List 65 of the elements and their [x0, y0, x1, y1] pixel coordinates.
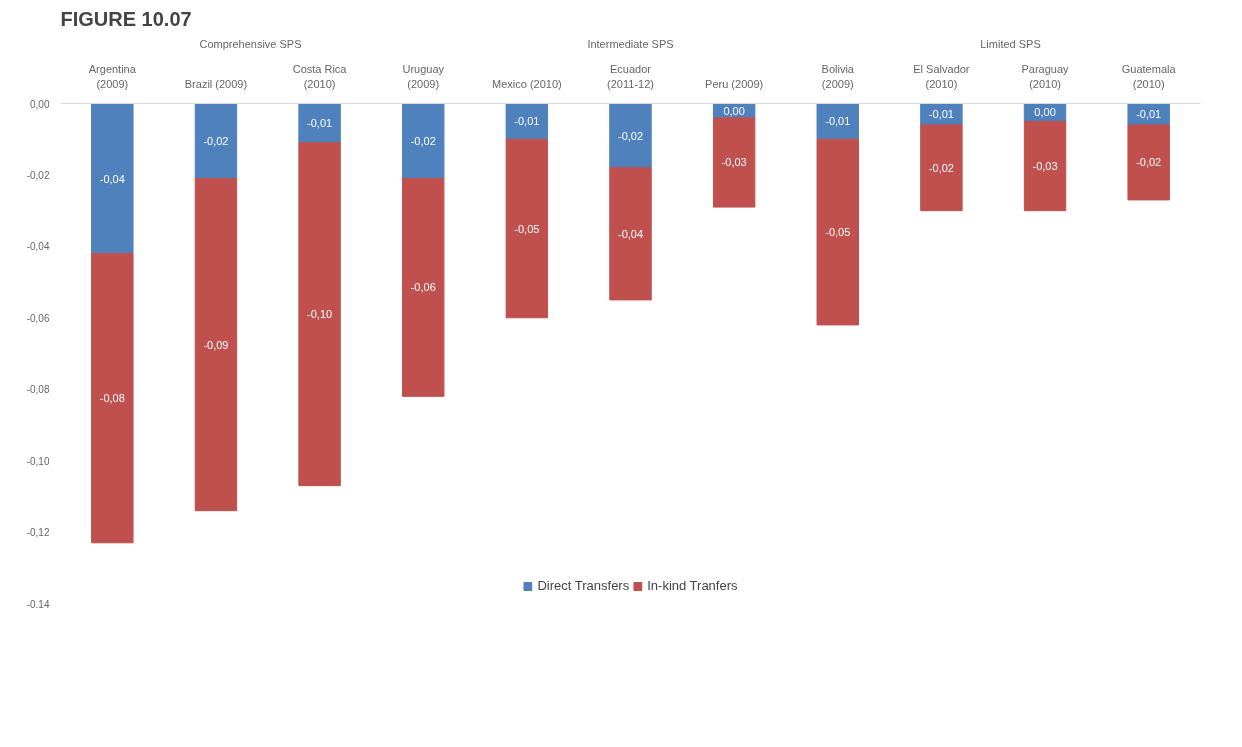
data-label: -0,01: [928, 108, 954, 121]
x-tick-label: Argentina (2009): [88, 63, 137, 90]
x-tick-label: El Salvador (2010): [913, 63, 970, 90]
bar: [816, 103, 859, 140]
data-label: -0,09: [203, 338, 229, 351]
data-label: -0,01: [825, 115, 851, 128]
y-tick-label: -0,06: [26, 312, 50, 324]
y-tick-label: 0,00: [30, 98, 50, 110]
data-label: -0,02: [617, 129, 644, 142]
text: Comprehensive SPS: [199, 37, 302, 50]
bar: [1127, 124, 1170, 201]
bar: [712, 117, 756, 208]
data-label: -0,06: [410, 281, 436, 294]
data-label: -0,04: [99, 172, 125, 185]
x-tick-label: Peru (2009): [705, 77, 764, 90]
bar: [402, 103, 445, 179]
y-tick-label: -0,14: [26, 598, 50, 610]
text: Limited SPS: [980, 37, 1041, 50]
bar: [816, 138, 859, 326]
y-tick-label: -0,10: [26, 455, 50, 467]
x-tick-label: Uruguay (2009): [402, 63, 445, 90]
bar: [609, 167, 652, 301]
data-label: -0,01: [1136, 108, 1162, 121]
bar: [609, 103, 652, 169]
legend-label: In-kind Tranfers: [647, 578, 738, 593]
data-label: -0,10: [307, 308, 333, 321]
y-tick-label: -0,04: [26, 241, 50, 253]
data-label: -0,02: [203, 135, 229, 147]
data-label: -0,01: [307, 117, 333, 130]
bar: [402, 178, 445, 397]
data-label: -0,03: [1032, 160, 1058, 172]
bar: [920, 124, 963, 212]
x-tick-label: Guatemala (2010): [1121, 63, 1177, 90]
data-label: -0,02: [1136, 156, 1162, 169]
data-label: -0,01: [514, 115, 540, 128]
data-label: -0,02: [928, 161, 954, 174]
x-tick-label: Bolivia (2009): [821, 63, 855, 90]
bar: [298, 103, 341, 144]
data-label: 0,00: [1034, 106, 1056, 119]
bar: [505, 103, 549, 140]
bar: [194, 103, 238, 179]
chart-title: FIGURE 10.07: [60, 7, 192, 30]
data-label: -0,05: [514, 222, 540, 235]
text: Intermediate SPS: [587, 37, 674, 50]
data-label: -0,05: [825, 226, 851, 239]
x-tick-label: Costa Rica (2010): [292, 63, 348, 90]
y-tick-label: -0,08: [26, 384, 50, 396]
data-label: 0,00: [723, 104, 745, 117]
x-tick-label: Brazil (2009): [184, 77, 248, 90]
y-tick-label: -0,02: [26, 169, 50, 181]
y-tick-label: -0,12: [26, 527, 50, 539]
data-label: -0,04: [617, 227, 644, 240]
bar: [298, 142, 341, 487]
bar: [91, 253, 134, 544]
bar: [194, 178, 238, 512]
legend-label: Direct Transfers: [537, 578, 630, 593]
x-tick-label: Paraguay (2010): [1021, 63, 1070, 90]
bar: [91, 103, 134, 254]
x-tick-label: Ecuador (2011-12): [607, 63, 654, 90]
data-label: -0,02: [410, 135, 436, 147]
x-tick-label: Mexico (2010): [492, 77, 562, 90]
data-label: -0,08: [99, 392, 125, 405]
bar: [505, 138, 549, 319]
data-label: -0,03: [721, 156, 747, 169]
bar: [1023, 120, 1067, 212]
